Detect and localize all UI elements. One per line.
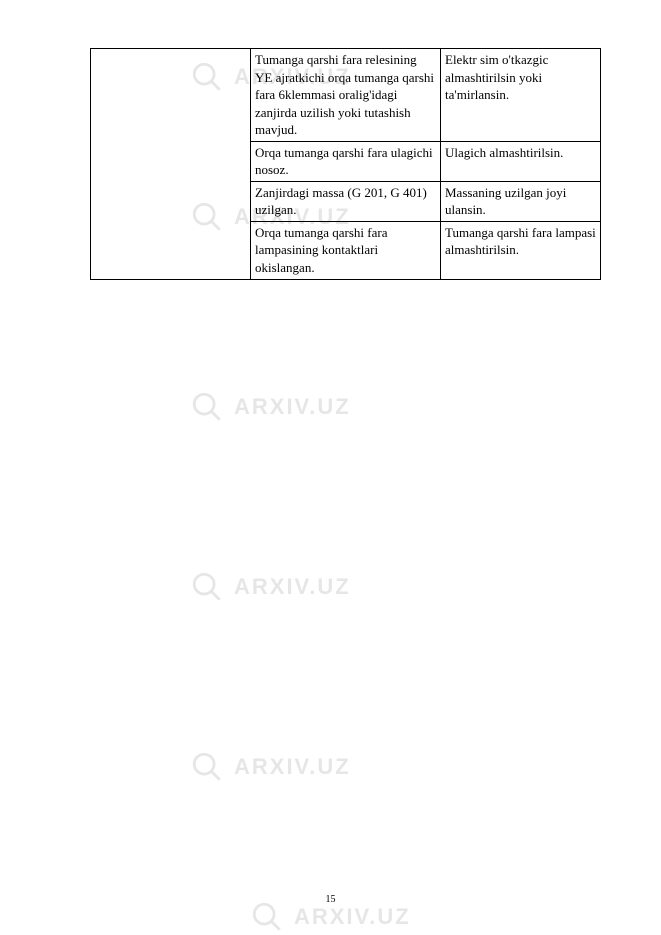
table-cell: Orqa tumanga qarshi fara ulagichi nosoz. <box>251 141 441 181</box>
cell-text: Tumanga qarshi fara lampasi almashtirils… <box>445 225 596 258</box>
table-cell: Massaning uzilgan joyi ulansin. <box>441 181 601 221</box>
table-row: Tumanga qarshi fara relesining YE ajratk… <box>91 49 601 142</box>
cell-text: Tumanga qarshi fara relesining YE ajratk… <box>255 52 434 137</box>
watermark: ARXIV.UZ <box>190 390 351 424</box>
table-cell: Orqa tumanga qarshi fara lampasining kon… <box>251 221 441 279</box>
page-number: 15 <box>0 894 661 905</box>
watermark: ARXIV.UZ <box>190 570 351 604</box>
watermark-text: ARXIV.UZ <box>294 904 411 930</box>
cell-text: Orqa tumanga qarshi fara lampasining kon… <box>255 225 387 275</box>
search-icon <box>250 900 284 934</box>
table-cell: Zanjirdagi massa (G 201, G 401) uzilgan. <box>251 181 441 221</box>
search-icon <box>190 390 224 424</box>
watermark: ARXIV.UZ <box>250 900 411 934</box>
watermark: ARXIV.UZ <box>190 750 351 784</box>
cell-text: Massaning uzilgan joyi ulansin. <box>445 185 566 218</box>
table-cell: Ulagich almashtirilsin. <box>441 141 601 181</box>
table-cell-empty <box>91 49 251 280</box>
table-cell: Tumanga qarshi fara lampasi almashtirils… <box>441 221 601 279</box>
search-icon <box>190 570 224 604</box>
cell-text: Orqa tumanga qarshi fara ulagichi nosoz. <box>255 145 433 178</box>
data-table: Tumanga qarshi fara relesining YE ajratk… <box>90 48 600 280</box>
watermark-text: ARXIV.UZ <box>234 394 351 420</box>
watermark-text: ARXIV.UZ <box>234 574 351 600</box>
table-cell: Elektr sim o'tkazgic almashtirilsin yoki… <box>441 49 601 142</box>
cell-text: Zanjirdagi massa (G 201, G 401) uzilgan. <box>255 185 427 218</box>
table-cell: Tumanga qarshi fara relesining YE ajratk… <box>251 49 441 142</box>
watermark-text: ARXIV.UZ <box>234 754 351 780</box>
cell-text: Ulagich almashtirilsin. <box>445 145 563 160</box>
search-icon <box>190 750 224 784</box>
cell-text: Elektr sim o'tkazgic almashtirilsin yoki… <box>445 52 548 102</box>
